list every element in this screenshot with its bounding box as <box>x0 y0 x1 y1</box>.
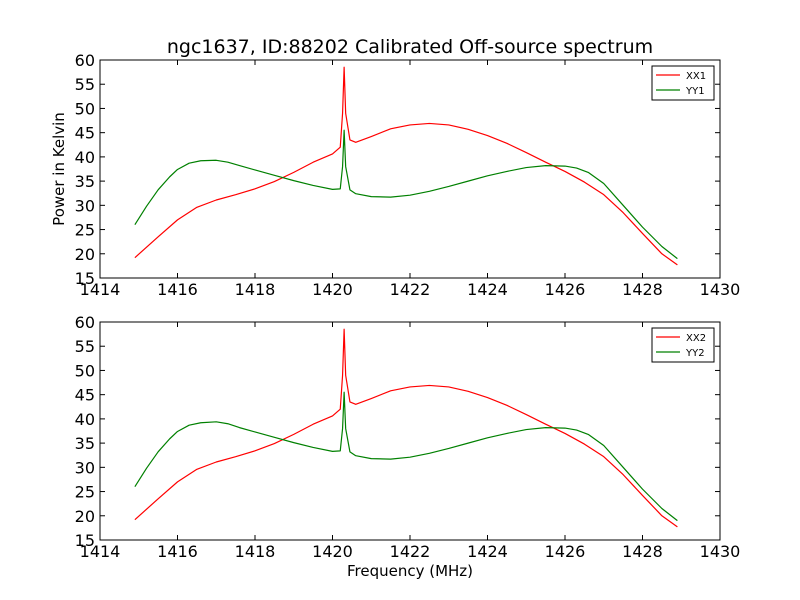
x-tick-label: 1422 <box>390 542 431 561</box>
x-tick-label: 1418 <box>235 542 276 561</box>
x-tick-label: 1428 <box>622 542 663 561</box>
series-line-yy2 <box>134 391 678 522</box>
x-tick-label: 1420 <box>312 280 353 299</box>
y-tick-label: 55 <box>75 337 95 356</box>
y-tick-label: 45 <box>75 386 95 405</box>
x-tick-label: 1426 <box>545 280 586 299</box>
y-tick-label: 15 <box>75 269 95 288</box>
chart-title: ngc1637, ID:88202 Calibrated Off-source … <box>167 36 653 58</box>
y-tick-label: 20 <box>75 245 95 264</box>
y-tick-label: 25 <box>75 221 95 240</box>
y-tick-label: 60 <box>75 51 95 70</box>
x-tick-label: 1424 <box>467 280 508 299</box>
y-axis-label: Power in Kelvin <box>50 112 68 226</box>
y-tick-label: 30 <box>75 458 95 477</box>
x-tick-label: 1422 <box>390 280 431 299</box>
x-tick-label: 1418 <box>235 280 276 299</box>
legend-box <box>651 327 715 363</box>
y-tick-label: 45 <box>75 124 95 143</box>
plot-frame <box>99 321 721 541</box>
y-tick-label: 40 <box>75 410 95 429</box>
y-tick-label: 40 <box>75 148 95 167</box>
y-tick-label: 30 <box>75 196 95 215</box>
y-tick-label: 35 <box>75 172 95 191</box>
series-line-yy1 <box>134 129 678 260</box>
legend-box <box>651 65 715 101</box>
x-tick-label: 1416 <box>157 280 198 299</box>
x-tick-label: 1428 <box>622 280 663 299</box>
chart-panel-1: 1414 1416 1418 1420 1422 1424 1426 1428 1430 15 20… <box>50 36 740 299</box>
legend-label-yy1: YY1 <box>685 86 705 97</box>
y-tick-label: 50 <box>75 99 95 118</box>
x-tick-label: 1430 <box>700 280 741 299</box>
y-tick-label: 55 <box>75 75 95 94</box>
y-tick-label: 50 <box>75 361 95 380</box>
y-tick-label: 25 <box>75 483 95 502</box>
x-tick-label: 1414 <box>80 280 121 299</box>
legend-label-yy2: YY2 <box>685 348 705 359</box>
y-tick-label: 35 <box>75 434 95 453</box>
x-tick-label: 1414 <box>80 542 121 561</box>
x-tick-label: 1420 <box>312 542 353 561</box>
y-tick-label: 15 <box>75 531 95 550</box>
x-tick-label: 1416 <box>157 542 198 561</box>
x-tick-label: 1424 <box>467 542 508 561</box>
x-axis-label: Frequency (MHz) <box>347 562 473 580</box>
x-tick-label: 1430 <box>700 542 741 561</box>
chart-panel-2: 1414 1416 1418 1420 1422 1424 1426 1428 1430 15 20… <box>75 313 741 580</box>
plot-frame <box>99 59 721 279</box>
y-tick-label: 20 <box>75 507 95 526</box>
legend-label-xx2: XX2 <box>686 333 706 344</box>
legend-label-xx1: XX1 <box>686 71 706 82</box>
series-line-xx2 <box>134 328 678 528</box>
x-tick-label: 1426 <box>545 542 586 561</box>
series-line-xx1 <box>134 66 678 266</box>
y-tick-label: 60 <box>75 313 95 332</box>
